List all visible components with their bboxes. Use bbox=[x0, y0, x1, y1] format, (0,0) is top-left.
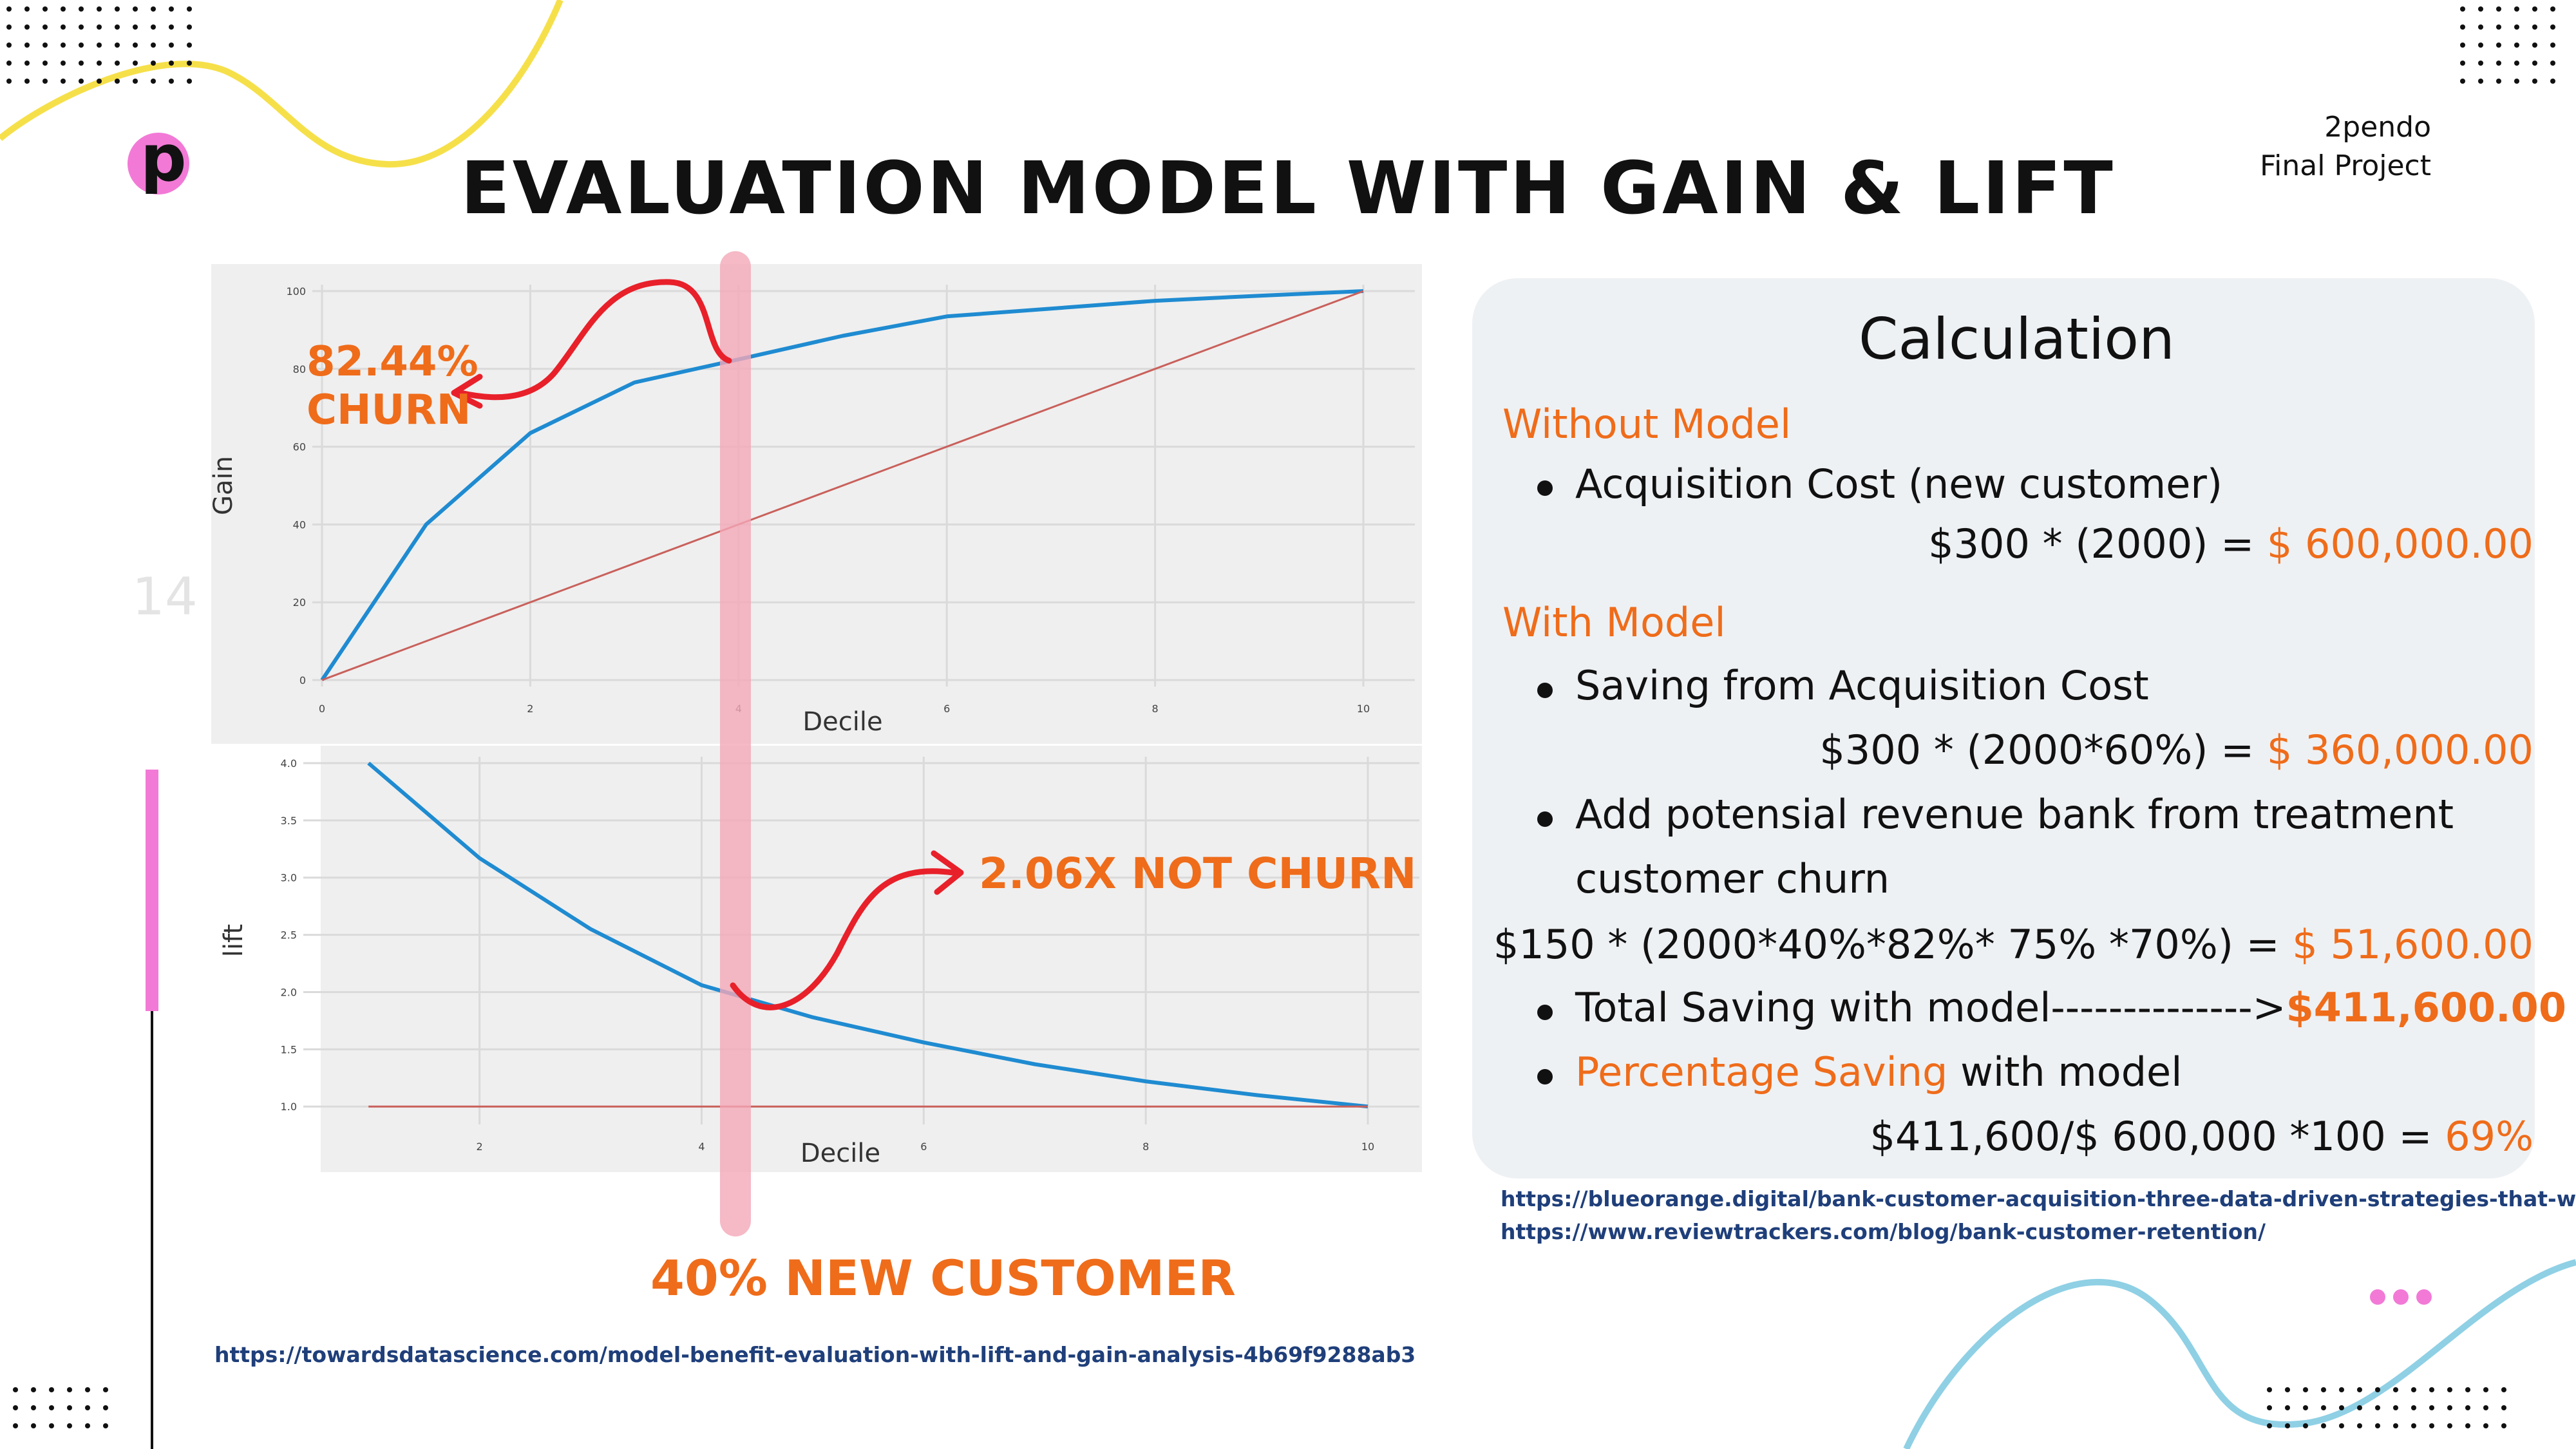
formula-value: $ 51,600.00 bbox=[2292, 921, 2533, 968]
lift-x-tick-label: 2 bbox=[477, 1141, 483, 1153]
logo-letter: p bbox=[140, 120, 187, 196]
with-model-heading: With Model bbox=[1502, 599, 1726, 646]
saving-acquisition-item: Saving from Acquisition Cost bbox=[1575, 662, 2149, 709]
gain-series-line-2 bbox=[321, 290, 1364, 681]
formula-text: $150 * (2000*40%*82%* 75% *70%) = bbox=[1493, 921, 2293, 968]
gain-label-annotation: CHURN bbox=[307, 386, 471, 434]
lift-y-axis-label: lift bbox=[219, 924, 249, 957]
formula-text: $411,600/$ 600,000 *100 = bbox=[1870, 1113, 2445, 1160]
acquisition-cost-item: Acquisition Cost (new customer) bbox=[1575, 460, 2223, 507]
logo bbox=[128, 133, 189, 194]
lift-y-tick-label: 3.5 bbox=[281, 815, 297, 827]
page-title: EVALUATION MODEL WITH GAIN & LIFT bbox=[460, 147, 2116, 231]
without-model-heading: Without Model bbox=[1502, 401, 1792, 448]
vertical-divider bbox=[151, 770, 153, 1449]
decile-annotation: 40% NEW CUSTOMER bbox=[650, 1249, 1236, 1307]
project-label: 2pendo Final Project bbox=[2260, 108, 2431, 185]
potential-revenue-item-cont: customer churn bbox=[1575, 855, 1890, 902]
total-saving-item: Total Saving with model-------------->$4… bbox=[1575, 984, 2566, 1031]
gain-x-tick-label: 2 bbox=[527, 703, 533, 715]
decile-highlight-band bbox=[720, 251, 751, 1236]
formula-text: $300 * (2000) = bbox=[1928, 520, 2267, 567]
lift-y-tick-label: 4.0 bbox=[281, 757, 297, 770]
lift-y-tick-label: 1.0 bbox=[281, 1101, 297, 1113]
lift-x-tick-label: 8 bbox=[1142, 1141, 1149, 1153]
gain-x-tick-label: 0 bbox=[319, 703, 325, 715]
bullet bbox=[1537, 480, 1553, 496]
project-subtitle: Final Project bbox=[2260, 149, 2431, 182]
potential-revenue-item: Add potensial revenue bank from treatmen… bbox=[1575, 791, 2454, 838]
dot-grid-decoration bbox=[0, 1378, 129, 1449]
gain-y-tick-label: 0 bbox=[299, 674, 306, 687]
formula-potential-revenue: $150 * (2000*40%*82%* 75% *70%) = $ 51,6… bbox=[1493, 921, 2533, 968]
formula-without-model: $300 * (2000) = $ 600,000.00 bbox=[1928, 520, 2533, 567]
gain-x-tick-label: 8 bbox=[1152, 703, 1159, 715]
percentage-saving-text: with model bbox=[1947, 1048, 2183, 1095]
lift-y-tick-label: 2.0 bbox=[281, 986, 297, 998]
calculation-title: Calculation bbox=[1859, 306, 2175, 372]
lift-x-tick-label: 6 bbox=[920, 1141, 927, 1153]
reference-link-2[interactable]: https://www.reviewtrackers.com/blog/bank… bbox=[1501, 1219, 2266, 1244]
yellow-wave-decoration bbox=[0, 0, 564, 168]
lift-y-tick-label: 1.5 bbox=[281, 1043, 297, 1056]
bullet bbox=[1537, 811, 1553, 827]
arrow-to-churn-head bbox=[451, 374, 483, 409]
gain-y-tick-label: 60 bbox=[293, 441, 306, 453]
dot-grid-decoration bbox=[0, 0, 213, 109]
formula-percentage: $411,600/$ 600,000 *100 = 69% bbox=[1870, 1113, 2534, 1160]
percentage-saving-label: Percentage Saving bbox=[1575, 1048, 1948, 1095]
formula-value: $ 600,000.00 bbox=[2266, 520, 2533, 567]
gain-y-axis-label: Gain bbox=[209, 456, 238, 515]
dot-grid-decoration bbox=[2254, 1378, 2576, 1449]
project-name: 2pendo bbox=[2324, 111, 2431, 144]
percentage-saving-item: Percentage Saving with model bbox=[1575, 1048, 2182, 1095]
total-saving-value: $411,600.00 bbox=[2286, 984, 2566, 1031]
bullet bbox=[1537, 1069, 1553, 1084]
calculation-panel bbox=[1472, 278, 2535, 1179]
formula-text: $300 * (2000*60%) = bbox=[1819, 726, 2267, 773]
blue-wave-decoration bbox=[1903, 1259, 2576, 1449]
gain-x-tick-label: 6 bbox=[943, 703, 950, 715]
bullet bbox=[1537, 683, 1553, 698]
formula-value: 69% bbox=[2445, 1113, 2533, 1160]
lift-y-tick-label: 2.5 bbox=[281, 929, 297, 942]
lift-x-tick-label: 4 bbox=[698, 1141, 705, 1153]
gain-y-tick-label: 100 bbox=[286, 285, 306, 298]
lift-y-tick-label: 3.0 bbox=[281, 872, 297, 884]
gain-y-tick-label: 40 bbox=[293, 518, 306, 531]
pink-accent-bar bbox=[146, 770, 158, 1011]
slide-number: 14 bbox=[132, 567, 198, 627]
gain-value-annotation: 82.44% bbox=[307, 338, 478, 386]
formula-saving-acquisition: $300 * (2000*60%) = $ 360,000.00 bbox=[1819, 726, 2533, 773]
gain-series-line-1 bbox=[320, 289, 1364, 681]
dot-grid-decoration bbox=[2447, 0, 2576, 109]
arrow-to-not-churn bbox=[730, 868, 956, 1010]
reference-link-3[interactable]: https://towardsdatascience.com/model-ben… bbox=[214, 1342, 1416, 1367]
gain-x-axis-label: Decile bbox=[802, 707, 882, 737]
arrow-to-not-churn-head bbox=[931, 850, 964, 895]
gain-y-tick-label: 80 bbox=[293, 363, 306, 375]
lift-x-axis-label: Decile bbox=[800, 1139, 880, 1168]
reference-link-1[interactable]: https://blueorange.digital/bank-customer… bbox=[1501, 1186, 2576, 1211]
lift-annotation: 2.06X NOT CHURN bbox=[979, 849, 1417, 898]
total-saving-text: Total Saving with model--------------> bbox=[1575, 984, 2286, 1031]
lift-chart-background bbox=[321, 746, 1422, 1172]
gain-x-tick-label: 10 bbox=[1357, 703, 1370, 715]
arrow-to-churn bbox=[457, 279, 732, 401]
gain-y-tick-label: 20 bbox=[293, 596, 306, 609]
formula-value: $ 360,000.00 bbox=[2266, 726, 2533, 773]
lift-x-tick-label: 10 bbox=[1361, 1141, 1374, 1153]
lift-series-line-1 bbox=[367, 761, 1368, 1109]
bullet bbox=[1537, 1005, 1553, 1020]
